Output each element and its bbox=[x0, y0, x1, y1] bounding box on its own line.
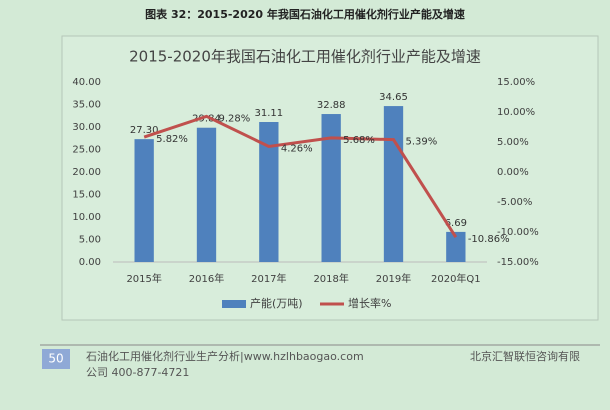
bar-value-label: 27.30 bbox=[130, 125, 159, 136]
legend-label: 产能(万吨) bbox=[250, 296, 303, 310]
y2-tick-label: 5.00% bbox=[497, 137, 529, 148]
footer-text: 北京汇智联恒咨询有限 bbox=[470, 349, 580, 363]
bar bbox=[134, 139, 154, 262]
y-tick-label: 40.00 bbox=[72, 77, 101, 88]
bar bbox=[196, 127, 217, 262]
line-value-label: 5.39% bbox=[406, 137, 438, 148]
line-value-label: 5.68% bbox=[343, 135, 375, 146]
y2-tick-label: -10.00% bbox=[497, 227, 539, 238]
bar bbox=[383, 106, 404, 262]
y-tick-label: 5.00 bbox=[79, 235, 101, 246]
x-tick-label: 2017年 bbox=[251, 272, 286, 285]
bar bbox=[259, 122, 279, 262]
chart-title: 2015-2020年我国石油化工用催化剂行业产能及增速 bbox=[129, 48, 481, 66]
page-box bbox=[42, 349, 70, 369]
x-tick-label: 2020年Q1 bbox=[431, 272, 481, 285]
line-value-label: 4.26% bbox=[281, 143, 313, 154]
x-tick-label: 2015年 bbox=[126, 272, 161, 285]
x-tick-label: 2019年 bbox=[376, 272, 411, 285]
y-tick-label: 0.00 bbox=[79, 257, 101, 268]
bar-value-label: 29.84 bbox=[192, 114, 221, 125]
y2-tick-label: 15.00% bbox=[497, 77, 535, 88]
growth-line bbox=[143, 114, 458, 238]
legend-label: 增长率% bbox=[348, 296, 391, 310]
y-tick-label: 30.00 bbox=[72, 122, 101, 133]
bar-value-label: 31.11 bbox=[255, 108, 284, 119]
legend-swatch bbox=[222, 300, 246, 308]
bar-value-label: 32.88 bbox=[317, 100, 346, 111]
footer-text: 石油化工用催化剂行业生产分析|www.hzlhbaogao.com bbox=[86, 349, 364, 363]
x-tick-label: 2016年 bbox=[189, 272, 224, 285]
bar-value-label: 6.69 bbox=[445, 218, 467, 229]
y-tick-label: 10.00 bbox=[72, 212, 101, 223]
page-number: 50 bbox=[48, 352, 63, 366]
y2-tick-label: -15.00% bbox=[497, 257, 539, 268]
bar-value-label: 34.65 bbox=[379, 92, 408, 103]
y2-tick-label: -5.00% bbox=[497, 197, 532, 208]
y2-tick-label: 0.00% bbox=[497, 167, 529, 178]
y-tick-label: 35.00 bbox=[72, 100, 101, 111]
y2-tick-label: 10.00% bbox=[497, 107, 535, 118]
doc-title: 图表 32：2015-2020 年我国石油化工用催化剂行业产能及增速 bbox=[145, 7, 465, 21]
y-tick-label: 15.00 bbox=[72, 190, 101, 201]
y-tick-label: 20.00 bbox=[72, 167, 101, 178]
line-value-label: -10.86% bbox=[468, 234, 510, 245]
line-value-label: 9.28% bbox=[219, 113, 251, 124]
y-tick-label: 25.00 bbox=[72, 145, 101, 156]
footer-text: 公司 400-877-4721 bbox=[86, 366, 189, 379]
x-tick-label: 2018年 bbox=[313, 272, 348, 285]
bar bbox=[321, 114, 341, 262]
bar bbox=[446, 231, 466, 262]
line-value-label: 5.82% bbox=[156, 134, 188, 145]
